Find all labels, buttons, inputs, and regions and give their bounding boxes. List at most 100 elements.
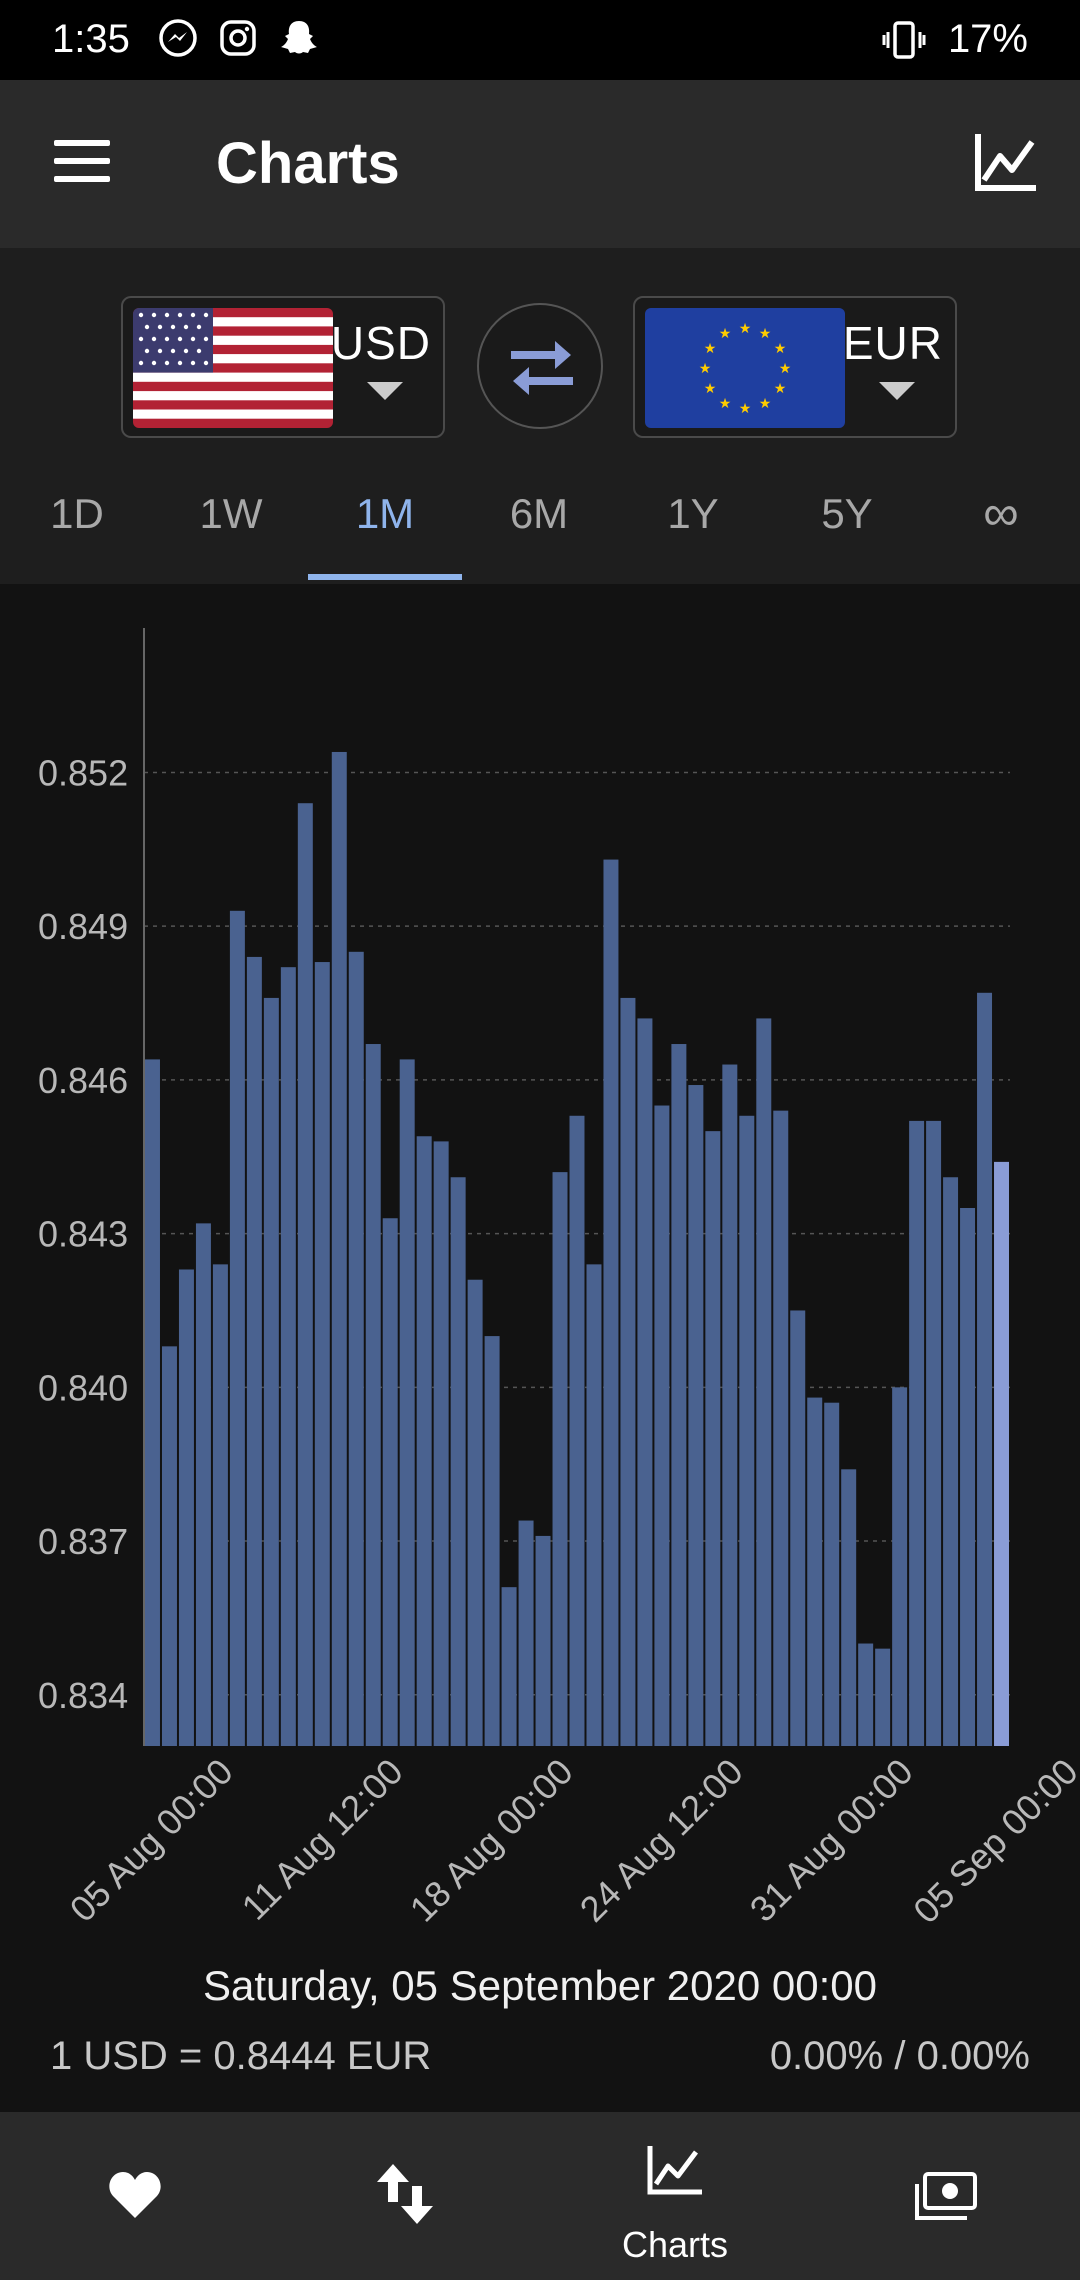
nav-money[interactable] <box>810 2112 1080 2280</box>
svg-text:★: ★ <box>779 361 792 377</box>
bar <box>807 1397 823 1746</box>
svg-text:★: ★ <box>759 396 772 412</box>
svg-text:★: ★ <box>719 326 732 342</box>
bar-chart[interactable]: 0.834 0.837 0.840 0.843 0.846 0.849 0.852 05 Au… <box>0 584 1080 1964</box>
rate-change: 0.00% / 0.00% <box>769 2034 1030 2078</box>
bar <box>637 1018 653 1746</box>
svg-text:★: ★ <box>739 321 752 337</box>
tab-1w[interactable]: 1W <box>199 490 263 537</box>
bar <box>926 1120 942 1746</box>
bar <box>960 1207 976 1746</box>
chevron-down-icon <box>879 382 915 400</box>
exchange-rate-chart[interactable]: 0.834 0.837 0.840 0.843 0.846 0.849 0.852 05 Au… <box>0 584 1080 2004</box>
bar <box>535 1535 551 1746</box>
us-flag-icon <box>133 308 333 428</box>
status-notification-icons <box>158 18 320 58</box>
y-tick-label: 0.840 <box>38 1367 128 1408</box>
from-currency-selector[interactable]: USD <box>121 296 445 438</box>
bar <box>977 992 993 1746</box>
bar <box>246 956 262 1746</box>
bar <box>994 1161 1009 1746</box>
tab-6m[interactable]: 6M <box>509 490 569 537</box>
status-right: 17% <box>882 17 1028 62</box>
bar <box>824 1402 840 1746</box>
bar <box>382 1218 398 1746</box>
time-range-tabs: 1D 1W 1M 6M 1Y 5Y ∞ <box>0 460 1080 584</box>
y-tick-label: 0.846 <box>38 1060 128 1101</box>
svg-text:★: ★ <box>704 381 717 397</box>
bar <box>195 1223 211 1746</box>
menu-icon <box>54 140 110 146</box>
bar <box>348 951 364 1746</box>
x-tick-label: 31 Aug 00:00 <box>742 1751 921 1930</box>
selected-date: Saturday, 05 September 2020 00:00 <box>202 1962 878 2009</box>
nav-favorites[interactable] <box>0 2112 270 2280</box>
x-tick-label: 18 Aug 00:00 <box>402 1751 581 1930</box>
bar <box>314 962 330 1746</box>
bar <box>484 1336 500 1746</box>
bar <box>501 1587 517 1746</box>
line-chart-icon[interactable] <box>970 126 1042 198</box>
bar <box>909 1120 925 1746</box>
bar <box>722 1064 738 1746</box>
bar <box>178 1269 194 1746</box>
snapchat-icon <box>281 21 317 54</box>
bar <box>518 1520 534 1746</box>
battery-level: 17% <box>947 17 1028 61</box>
to-currency-selector[interactable]: ★ ★ ★ ★ ★ ★ ★ ★ ★ ★ ★ ★ EUR <box>633 296 957 438</box>
bar <box>145 1059 160 1746</box>
svg-text:★: ★ <box>774 341 787 357</box>
tab-5y[interactable]: 5Y <box>821 490 873 537</box>
bar <box>450 1177 466 1746</box>
bar <box>620 997 636 1746</box>
bar <box>229 910 245 1746</box>
bar <box>875 1648 891 1746</box>
bottom-navigation: Charts <box>0 2112 1080 2280</box>
tab-1m[interactable]: 1M <box>355 490 415 537</box>
swap-arrows-icon <box>511 341 573 395</box>
from-currency-code: USD <box>330 317 431 369</box>
y-tick-label: 0.852 <box>38 752 128 793</box>
nav-charts[interactable]: Charts <box>540 2112 810 2280</box>
app-bar: Charts <box>0 80 1080 248</box>
active-tab-indicator <box>308 574 462 580</box>
y-tick-label: 0.843 <box>38 1214 128 1255</box>
bar <box>756 1018 772 1746</box>
currency-selector: USD ★ ★ ★ ★ ★ ★ ★ ★ ★ ★ ★ ★ EUR <box>0 248 1080 584</box>
tab-1d[interactable]: 1D <box>50 490 104 537</box>
bar <box>790 1310 806 1746</box>
bar <box>552 1172 568 1746</box>
money-icon <box>915 2172 977 2220</box>
swap-currencies-button[interactable] <box>477 303 603 429</box>
bar <box>671 1044 687 1746</box>
svg-text:★: ★ <box>699 361 712 377</box>
bar <box>773 1110 789 1746</box>
y-tick-label: 0.837 <box>38 1521 128 1562</box>
status-time: 1:35 <box>52 17 130 61</box>
heart-icon <box>109 2172 161 2218</box>
bar <box>161 1346 177 1746</box>
menu-button[interactable] <box>54 140 114 188</box>
tab-1y[interactable]: 1Y <box>667 490 719 537</box>
bar <box>416 1136 432 1746</box>
y-tick-label: 0.849 <box>38 906 128 947</box>
nav-charts-label: Charts <box>621 2224 729 2265</box>
bar <box>263 997 279 1746</box>
bar <box>280 967 296 1746</box>
status-bar: 1:35 17% <box>0 0 1080 80</box>
nav-converter[interactable] <box>270 2112 540 2280</box>
bar <box>365 1044 381 1746</box>
tab-all[interactable]: ∞ <box>983 485 1019 541</box>
bar <box>212 1264 228 1746</box>
bar <box>297 803 313 1746</box>
svg-text:★: ★ <box>759 326 772 342</box>
vibrate-icon <box>882 20 926 59</box>
svg-text:★: ★ <box>739 401 752 417</box>
svg-text:★: ★ <box>704 341 717 357</box>
x-tick-label: 05 Aug 00:00 <box>62 1751 241 1930</box>
page-title: Charts <box>216 131 400 196</box>
chevron-down-icon <box>367 382 403 400</box>
x-tick-label: 24 Aug 12:00 <box>572 1751 751 1930</box>
bar <box>331 751 347 1746</box>
bar <box>943 1177 959 1746</box>
